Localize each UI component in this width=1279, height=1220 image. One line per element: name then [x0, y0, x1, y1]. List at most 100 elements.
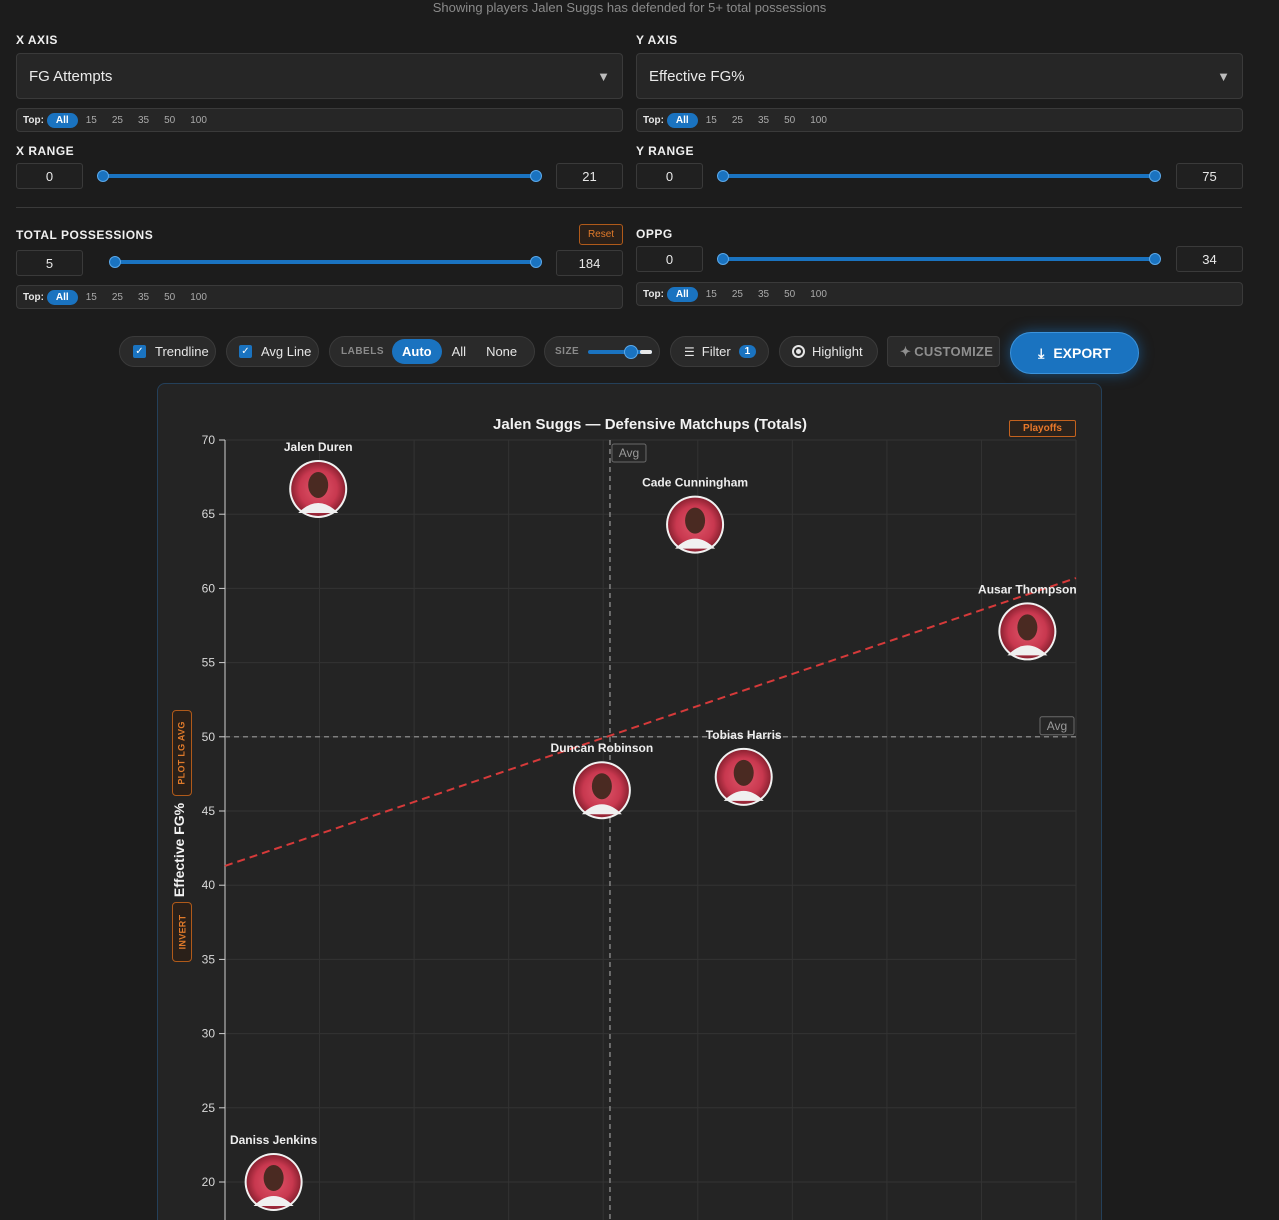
y-tick-label: 55 — [202, 656, 216, 670]
top-option-50[interactable]: 50 — [164, 114, 176, 126]
top-option-35[interactable]: 35 — [757, 114, 770, 126]
top-label: Top: — [643, 288, 664, 300]
x-range-label: X RANGE — [16, 144, 75, 158]
size-slider-handle[interactable] — [624, 344, 639, 359]
top-option-100[interactable]: 100 — [190, 291, 207, 303]
top-option-25[interactable]: 25 — [111, 114, 123, 126]
target-icon — [792, 345, 805, 358]
trendline — [224, 577, 1077, 867]
export-button[interactable]: ⤓ EXPORT — [1010, 332, 1139, 374]
top-label: Top: — [23, 114, 44, 126]
playoffs-badge[interactable]: Playoffs — [1009, 420, 1076, 437]
labels-none-option[interactable]: None — [486, 344, 518, 359]
x-range-max-handle[interactable] — [530, 170, 542, 182]
y-tick-label: 25 — [202, 1101, 216, 1115]
x-axis-value: FG Attempts — [29, 67, 113, 85]
labels-group-label: LABELS — [341, 346, 384, 357]
y-axis-title: Effective FG% — [171, 802, 187, 897]
y-range-max-input[interactable]: 75 — [1176, 163, 1243, 189]
possessions-max-input[interactable]: 184 — [556, 250, 623, 276]
top-option-25[interactable]: 25 — [731, 114, 743, 126]
y-range-max-handle[interactable] — [1149, 170, 1161, 182]
top-option-all[interactable]: All — [666, 112, 698, 128]
section-divider — [16, 207, 1242, 208]
top-option-all[interactable]: All — [46, 112, 78, 128]
oppg-label: OPPG — [636, 227, 673, 241]
plot-lg-avg-button[interactable]: PLOT LG AVG — [172, 710, 192, 796]
chart-card — [157, 383, 1102, 1220]
player-head-icon — [733, 759, 754, 786]
top-label: Top: — [643, 114, 664, 126]
x-range-max-input[interactable]: 21 — [556, 163, 623, 189]
trendline-label: Trendline — [155, 344, 209, 359]
y-tick-label: 65 — [202, 507, 216, 521]
y-range-min-handle[interactable] — [717, 170, 729, 182]
top-option-15[interactable]: 15 — [85, 114, 97, 126]
y-tick-label: 35 — [202, 952, 216, 966]
player-point: Duncan Robinson — [551, 741, 653, 820]
oppg-max-input[interactable]: 34 — [1176, 246, 1243, 272]
top-option-15[interactable]: 15 — [85, 291, 97, 303]
player-point: Cade Cunningham — [642, 476, 748, 554]
top-option-100[interactable]: 100 — [190, 114, 207, 126]
player-jersey-icon — [1007, 645, 1048, 656]
top-option-100[interactable]: 100 — [810, 288, 827, 300]
top-option-35[interactable]: 35 — [137, 291, 150, 303]
player-label: Tobias Harris — [706, 728, 782, 742]
checkbox-checked-icon: ✓ — [133, 345, 146, 358]
y-axis-select[interactable]: Effective FG% ▼ — [636, 53, 1243, 99]
oppg-min-handle[interactable] — [717, 253, 729, 265]
player-point: Tobias Harris — [706, 728, 782, 806]
customize-button[interactable]: ✦ CUSTOMIZE — [887, 336, 1000, 367]
filter-button[interactable]: ☰ Filter 1 — [670, 336, 769, 367]
x-axis-select[interactable]: FG Attempts ▼ — [16, 53, 623, 99]
player-head-icon — [263, 1165, 284, 1191]
top-option-all[interactable]: All — [46, 289, 78, 305]
top-option-100[interactable]: 100 — [810, 114, 827, 126]
player-label: Cade Cunningham — [642, 476, 748, 490]
oppg-max-handle[interactable] — [1149, 253, 1161, 265]
y-range-min-input[interactable]: 0 — [636, 163, 703, 189]
top-option-50[interactable]: 50 — [784, 288, 796, 300]
top-option-all[interactable]: All — [666, 286, 698, 302]
highlight-label: Highlight — [812, 344, 863, 359]
labels-auto-option[interactable]: Auto — [392, 339, 442, 364]
top-option-35[interactable]: 35 — [137, 114, 150, 126]
oppg-track — [723, 257, 1156, 261]
y-range-label: Y RANGE — [636, 144, 694, 158]
filter-icon: ☰ — [684, 344, 695, 359]
top-option-15[interactable]: 15 — [705, 114, 717, 126]
possessions-track — [115, 260, 536, 264]
reset-button[interactable]: Reset — [579, 224, 623, 245]
labels-all-option[interactable]: All — [451, 344, 467, 359]
oppg-min-input[interactable]: 0 — [636, 246, 703, 272]
x-range-min-handle[interactable] — [97, 170, 109, 182]
y-axis-label: Y AXIS — [636, 33, 678, 47]
labels-group: LABELS Auto All None — [329, 336, 535, 367]
top-option-25[interactable]: 25 — [731, 288, 743, 300]
invert-label: INVERT — [177, 914, 187, 950]
player-head-icon — [591, 773, 612, 800]
trendline-toggle[interactable]: ✓ Trendline — [119, 336, 216, 367]
avg-label-y: Avg — [1047, 719, 1067, 733]
size-label: SIZE — [555, 346, 580, 357]
highlight-button[interactable]: Highlight — [779, 336, 878, 367]
top-option-50[interactable]: 50 — [164, 291, 176, 303]
player-label: Jalen Duren — [284, 440, 353, 454]
top-option-50[interactable]: 50 — [784, 114, 796, 126]
possessions-min-handle[interactable] — [109, 256, 121, 268]
top-option-15[interactable]: 15 — [705, 288, 717, 300]
top-option-35[interactable]: 35 — [757, 288, 770, 300]
x-range-track — [103, 174, 536, 178]
chart-title: Jalen Suggs — Defensive Matchups (Totals… — [493, 416, 807, 433]
page-subtitle: Showing players Jalen Suggs has defended… — [432, 0, 827, 15]
x-range-min-input[interactable]: 0 — [16, 163, 83, 189]
top-option-25[interactable]: 25 — [111, 291, 123, 303]
possessions-min-input[interactable]: 5 — [16, 250, 83, 276]
y-tick-label: 70 — [202, 433, 216, 447]
avg-line-toggle[interactable]: ✓ Avg Line — [226, 336, 319, 367]
player-head-icon — [685, 507, 706, 534]
invert-button[interactable]: INVERT — [172, 902, 192, 962]
size-slider[interactable] — [588, 344, 653, 359]
possessions-max-handle[interactable] — [530, 256, 542, 268]
